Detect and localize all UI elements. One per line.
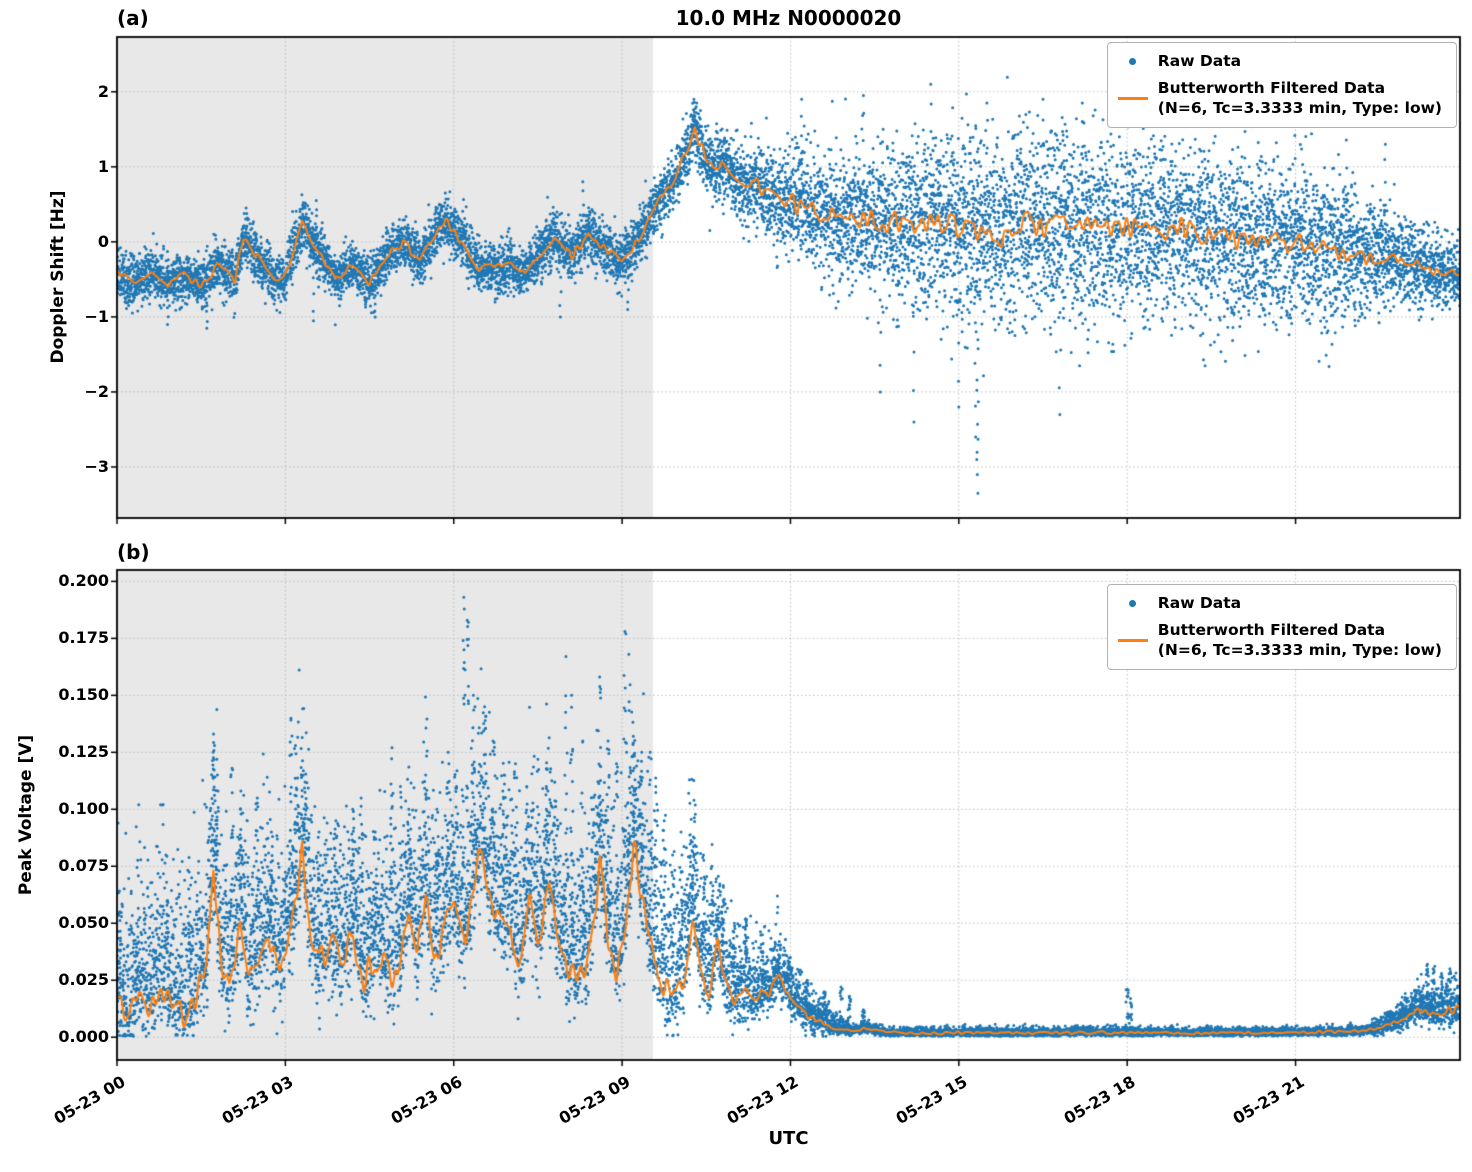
filtered-data-label: Butterworth Filtered Data (N=6, Tc=3.3333… xyxy=(1158,620,1442,660)
legend-entry-filtered: Butterworth Filtered Data (N=6, Tc=3.3333… xyxy=(1116,620,1442,660)
panel-a-ylabel: Doppler Shift [Hz] xyxy=(48,190,68,364)
y-tick-label: 0.075 xyxy=(58,856,109,876)
legend-entry-raw: Raw Data xyxy=(1116,593,1442,613)
y-tick-label: 0.050 xyxy=(58,913,109,933)
panel-b-label: (b) xyxy=(117,540,150,564)
legend-entry-filtered: Butterworth Filtered Data (N=6, Tc=3.3333… xyxy=(1116,78,1442,118)
raw-data-dot-icon xyxy=(1129,599,1137,607)
y-tick-label: 0.200 xyxy=(58,571,109,591)
filtered-data-marker-slot xyxy=(1116,96,1150,100)
panel-b-ylabel: Peak Voltage [V] xyxy=(16,734,36,896)
y-tick-label: 0.100 xyxy=(58,799,109,819)
chart-title: 10.0 MHz N0000020 xyxy=(675,6,902,30)
y-tick-label: 0.125 xyxy=(58,742,109,762)
filtered-data-label-line1: Butterworth Filtered Data xyxy=(1157,621,1386,640)
filtered-data-line-icon xyxy=(1117,96,1148,100)
filtered-data-label-line2: (N=6, Tc=3.3333 min, Type: low) xyxy=(1157,99,1442,118)
y-tick-label: 2 xyxy=(97,81,109,101)
y-tick-label: 0.025 xyxy=(58,970,109,990)
y-tick-label: 0 xyxy=(97,231,109,251)
y-tick-label: −3 xyxy=(84,456,109,476)
panel-a-legend: Raw Data Butterworth Filtered Data (N=6, … xyxy=(1106,42,1457,129)
filtered-data-label-line2: (N=6, Tc=3.3333 min, Type: low) xyxy=(1157,641,1442,660)
y-tick-label: 0.150 xyxy=(58,685,109,705)
filtered-data-label-line1: Butterworth Filtered Data xyxy=(1157,79,1386,98)
raw-data-marker-slot xyxy=(1116,57,1150,65)
raw-data-dot-icon xyxy=(1129,57,1137,65)
legend-entry-raw: Raw Data xyxy=(1116,51,1442,71)
filtered-data-label: Butterworth Filtered Data (N=6, Tc=3.3333… xyxy=(1158,78,1442,118)
y-tick-label: 0.000 xyxy=(58,1027,109,1047)
panel-a-label: (a) xyxy=(117,6,149,30)
raw-data-label: Raw Data xyxy=(1157,52,1242,70)
filtered-data-marker-slot xyxy=(1116,638,1150,642)
filtered-data-line-icon xyxy=(1117,638,1148,642)
y-tick-label: −1 xyxy=(84,306,109,326)
x-axis-label: UTC xyxy=(768,1128,809,1149)
y-tick-label: 1 xyxy=(97,156,109,176)
y-tick-label: 0.175 xyxy=(58,628,109,648)
y-tick-label: −2 xyxy=(84,381,109,401)
raw-data-marker-slot xyxy=(1116,599,1150,607)
panel-b-legend: Raw Data Butterworth Filtered Data (N=6, … xyxy=(1106,584,1457,671)
raw-data-label: Raw Data xyxy=(1157,594,1242,612)
